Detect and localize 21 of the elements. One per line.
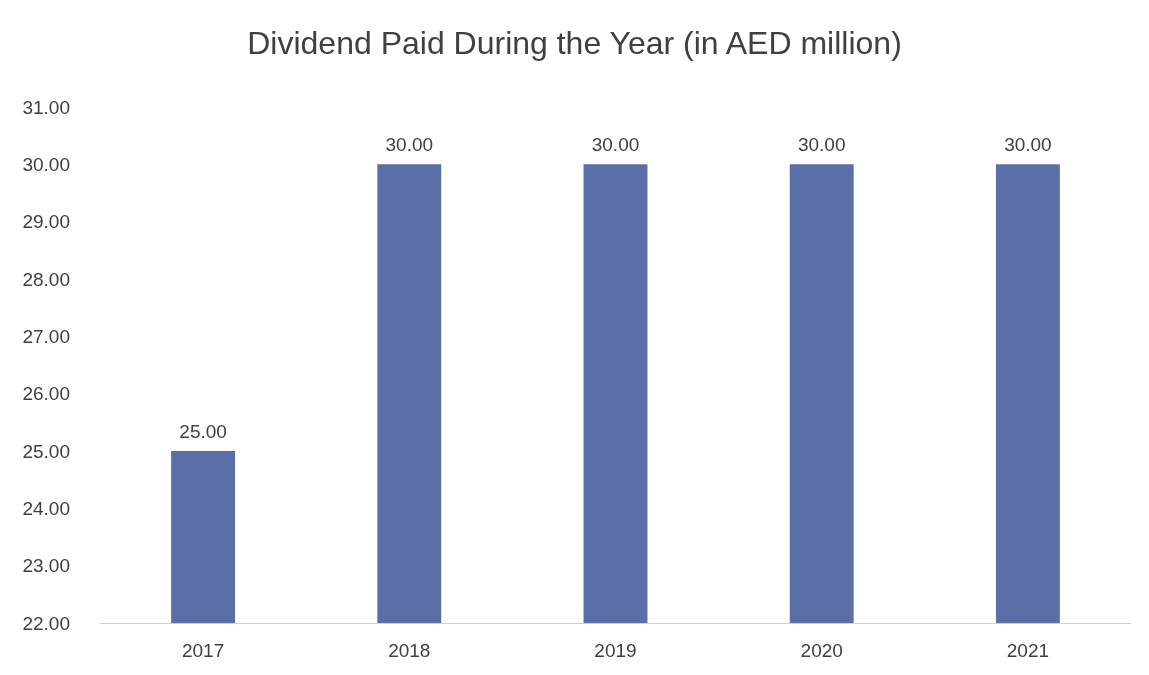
x-tick-label: 2019 — [594, 640, 637, 661]
data-label: 30.00 — [591, 134, 640, 156]
y-tick-label: 31.00 — [22, 96, 70, 118]
x-tick-label: 2018 — [388, 640, 431, 661]
y-tick-label: 23.00 — [22, 555, 70, 577]
x-tick-label: 2021 — [1006, 640, 1050, 661]
x-tick-label: 2017 — [181, 640, 225, 661]
x-tick-label: 2020 — [800, 640, 843, 661]
y-tick-label: 25.00 — [22, 440, 70, 462]
data-label: 30.00 — [385, 134, 434, 156]
y-tick-label: 28.00 — [22, 268, 70, 290]
y-tick-label: 26.00 — [22, 383, 70, 405]
chart-title: Dividend Paid During the Year (in AED million) — [247, 25, 902, 61]
y-tick-label: 27.00 — [22, 325, 70, 347]
y-tick-label: 30.00 — [22, 153, 70, 175]
y-tick-label: 29.00 — [22, 211, 70, 233]
data-label: 25.00 — [179, 421, 227, 442]
data-label: 30.00 — [1004, 134, 1052, 156]
y-tick-label: 22.00 — [22, 612, 70, 634]
y-tick-label: 24.00 — [22, 497, 70, 519]
data-label: 30.00 — [797, 134, 846, 156]
